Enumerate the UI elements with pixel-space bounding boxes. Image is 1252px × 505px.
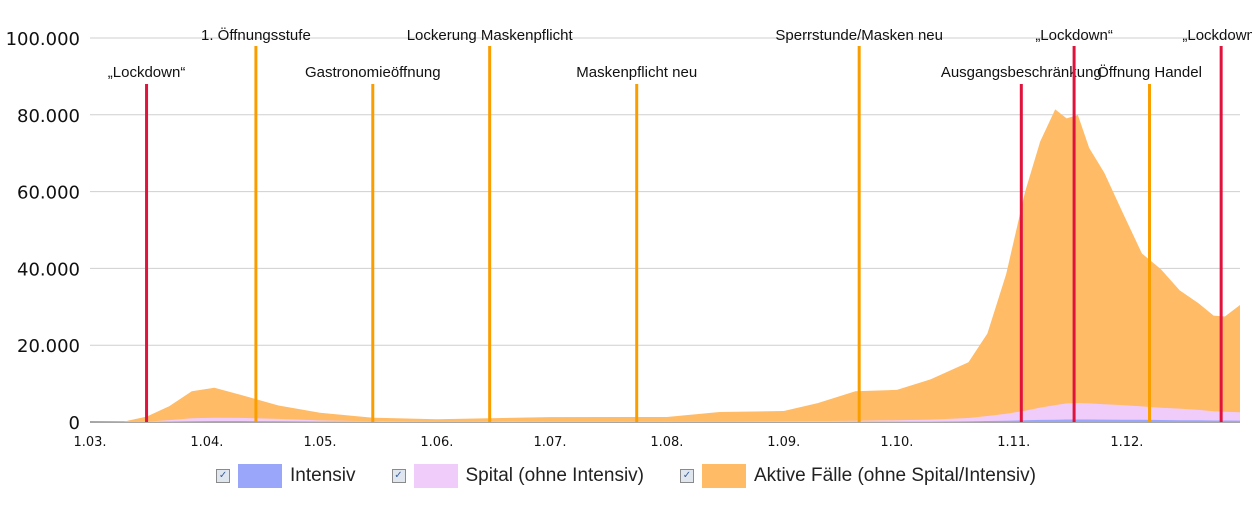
x-tick-label: 1.11. bbox=[997, 435, 1030, 450]
y-tick-label: 60.000 bbox=[17, 183, 80, 204]
event-label: Gastronomieöffnung bbox=[305, 64, 441, 81]
event-label: „Lockdown“ bbox=[1182, 27, 1252, 44]
legend-label-intensiv: Intensiv bbox=[290, 465, 356, 486]
event-label: Sperrstunde/Masken neu bbox=[775, 27, 943, 44]
legend-swatch-aktive-faelle bbox=[702, 464, 746, 488]
legend-swatch-intensiv bbox=[238, 464, 283, 488]
legend-item-spital[interactable]: ✓ Spital (ohne Intensiv) bbox=[391, 464, 645, 488]
series-areas bbox=[90, 109, 1240, 423]
y-tick-label: 0 bbox=[69, 413, 80, 434]
x-tick-label: 1.12. bbox=[1110, 435, 1143, 450]
legend-checkbox-spital[interactable]: ✓ bbox=[391, 469, 406, 483]
legend: ✓ Intensiv ✓ Spital (ohne Intensiv) ✓ Ak… bbox=[0, 458, 1252, 494]
x-tick-label: 1.03. bbox=[73, 435, 106, 450]
y-tick-label: 100.000 bbox=[6, 29, 80, 50]
event-label: Lockerung Maskenpflicht bbox=[407, 27, 574, 44]
event-label: Maskenpflicht neu bbox=[576, 64, 697, 81]
x-tick-label: 1.08. bbox=[650, 435, 683, 450]
x-tick-label: 1.10. bbox=[880, 435, 913, 450]
y-tick-label: 80.000 bbox=[17, 106, 80, 127]
event-label: „Lockdown“ bbox=[108, 64, 186, 81]
event-label: Ausgangsbeschränkung bbox=[941, 64, 1102, 81]
area-aktive-faelle bbox=[90, 109, 1240, 423]
x-axis: 1.03. 1.04. 1.05. 1.06. 1.07. 1.08. 1.09. 1.10.… bbox=[73, 435, 1143, 450]
x-tick-label: 1.06. bbox=[420, 435, 453, 450]
y-tick-label: 40.000 bbox=[17, 259, 80, 280]
event-label: 1. Öffnungsstufe bbox=[201, 26, 311, 44]
x-tick-label: 1.09. bbox=[767, 435, 800, 450]
legend-label-spital: Spital (ohne Intensiv) bbox=[465, 465, 645, 486]
x-tick-label: 1.04. bbox=[190, 435, 223, 450]
legend-item-aktive-faelle[interactable]: ✓ Aktive Fälle (ohne Spital/Intensiv) bbox=[680, 464, 1036, 488]
y-axis: 0 20.000 40.000 60.000 80.000 100.000 bbox=[6, 29, 80, 434]
x-tick-label: 1.07. bbox=[533, 435, 566, 450]
y-tick-label: 20.000 bbox=[17, 336, 80, 357]
event-label: „Lockdown“ bbox=[1035, 27, 1113, 44]
legend-label-aktive-faelle: Aktive Fälle (ohne Spital/Intensiv) bbox=[754, 465, 1036, 486]
area-intensiv bbox=[90, 419, 1240, 422]
area-chart: „Lockdown“ 1. Öffnungsstufe Gastronomieöff… bbox=[6, 26, 1252, 450]
event-label: Öffnung Handel bbox=[1097, 63, 1202, 81]
event-markers: „Lockdown“ 1. Öffnungsstufe Gastronomieöff… bbox=[108, 26, 1252, 422]
legend-checkbox-aktive-faelle[interactable]: ✓ bbox=[680, 469, 694, 483]
legend-checkbox-intensiv[interactable]: ✓ bbox=[216, 469, 231, 483]
legend-swatch-spital bbox=[413, 464, 458, 488]
x-tick-label: 1.05. bbox=[303, 435, 336, 450]
legend-item-intensiv[interactable]: ✓ Intensiv bbox=[216, 464, 356, 488]
